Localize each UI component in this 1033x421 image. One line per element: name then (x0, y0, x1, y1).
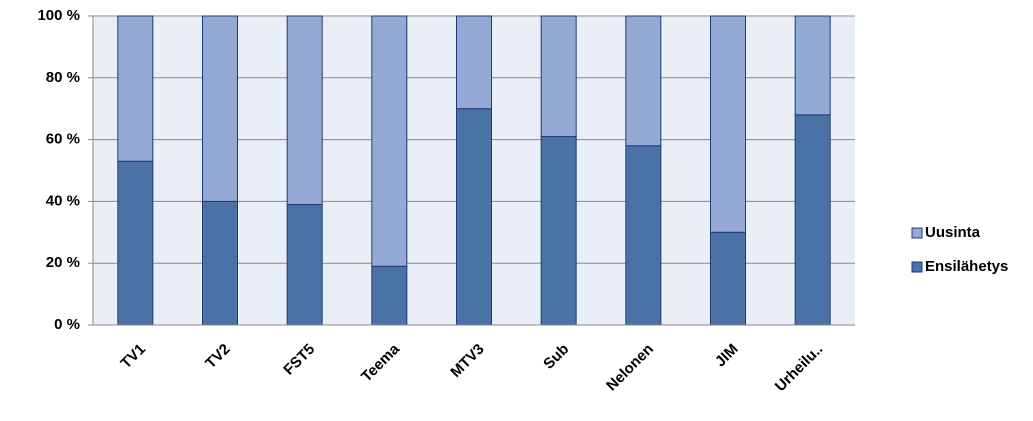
bar-segment (540, 136, 577, 326)
x-tick-label: JIM (712, 341, 742, 371)
bar-segment (456, 108, 492, 326)
legend-label: Ensilähetys (925, 258, 1008, 275)
x-tick-label: MTV3 (447, 341, 487, 381)
legend-swatch (911, 227, 923, 239)
bar-segment (710, 15, 746, 233)
y-tick-label: 40 % (46, 192, 80, 209)
x-tick-label: Urheilu.. (772, 341, 826, 395)
x-tick-label: FST5 (280, 341, 318, 379)
bar-segment (286, 15, 323, 205)
y-tick-label: 60 % (46, 131, 80, 148)
bar-segment (286, 203, 323, 326)
x-tick-label: TV2 (202, 341, 233, 372)
bar-segment (202, 200, 238, 326)
y-tick-label: 20 % (46, 254, 80, 271)
legend-swatch (911, 261, 923, 273)
bar-segment (371, 15, 408, 267)
bar-segment (117, 160, 154, 326)
y-tick-label: 80 % (46, 69, 80, 86)
bar-segment (540, 15, 577, 138)
bar-segment (625, 145, 662, 326)
bar-segment (625, 15, 662, 147)
x-tick-label: TV1 (117, 341, 148, 372)
x-tick-label: Sub (540, 341, 572, 373)
legend-label: Uusinta (925, 224, 981, 241)
y-tick-label: 0 % (54, 316, 80, 333)
bar-segment (794, 15, 831, 116)
x-tick-label: Teema (358, 340, 403, 385)
bar-segment (117, 15, 154, 162)
bar-segment (456, 15, 492, 110)
bar-segment (794, 114, 831, 326)
bar-segment (371, 265, 408, 326)
bar-segment (202, 15, 238, 202)
x-tick-label: Nelonen (603, 341, 657, 395)
y-tick-label: 100 % (37, 7, 80, 24)
bar-segment (710, 231, 746, 326)
